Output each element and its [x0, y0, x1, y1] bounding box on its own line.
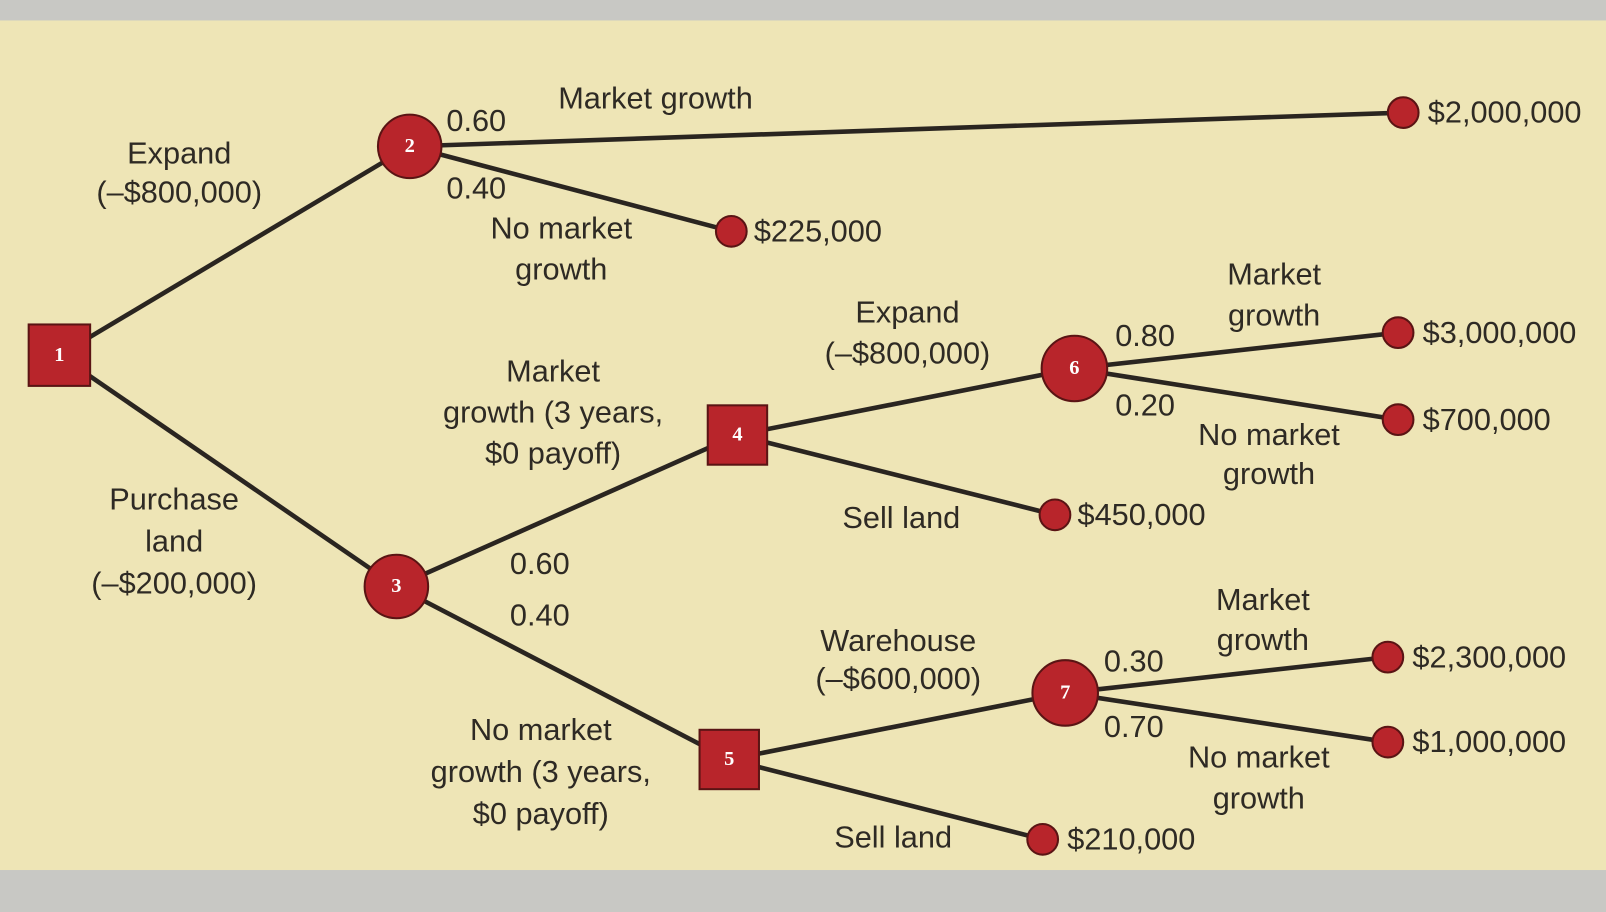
branch [409, 110, 1404, 149]
branch-label: Market [506, 354, 600, 389]
branch-label: Sell land [842, 500, 960, 535]
payoff: $210,000 [1067, 821, 1195, 856]
branch [58, 144, 411, 358]
branch-label: growth [1217, 622, 1309, 657]
branch [728, 757, 1044, 842]
payoff: $2,000,000 [1428, 95, 1582, 130]
branch-label: growth [1223, 456, 1315, 491]
branch-label: (–$800,000) [96, 175, 262, 210]
branch [395, 432, 739, 589]
terminal-node [1371, 725, 1405, 759]
probability: 0.70 [1104, 709, 1164, 744]
branch [736, 432, 1056, 518]
branch-label: growth (3 years, [443, 395, 663, 430]
decision-node [27, 323, 92, 387]
chance-node [363, 553, 430, 620]
probability: 0.30 [1104, 643, 1164, 678]
branch-label: growth [1228, 297, 1320, 332]
branch [1064, 690, 1389, 745]
branch [409, 144, 732, 234]
payoff: $700,000 [1423, 402, 1551, 437]
branch-label: No market [490, 210, 632, 245]
terminal-node [1038, 498, 1072, 532]
branch [395, 584, 731, 762]
branch-label: Market [1216, 582, 1310, 617]
paper [0, 20, 1606, 871]
terminal-node [1386, 96, 1420, 129]
payoff: $225,000 [754, 213, 882, 248]
chance-node [376, 113, 443, 180]
branch-label: Market growth [558, 80, 753, 115]
branch [737, 366, 1075, 438]
branch-label: Purchase [109, 482, 239, 517]
node-label: 7 [1060, 682, 1070, 704]
chance-node [1040, 334, 1109, 403]
branch-label: (–$600,000) [815, 661, 981, 696]
payoff: $1,000,000 [1412, 724, 1566, 759]
branch [1074, 366, 1399, 422]
payoff: $450,000 [1077, 497, 1205, 532]
branch-label: Sell land [834, 819, 952, 854]
branch-label: Expand [127, 136, 231, 171]
probability: 0.20 [1115, 387, 1175, 422]
node-label: 6 [1069, 357, 1079, 379]
probability: 0.60 [446, 103, 506, 138]
node-label: 3 [391, 575, 401, 597]
branch-label: growth [1213, 781, 1305, 816]
branch-label: No market [470, 712, 612, 747]
branch-label: (–$800,000) [825, 335, 991, 370]
nodes [27, 113, 1109, 791]
terminal-node [714, 214, 748, 248]
branch-label: land [145, 524, 203, 559]
terminals [714, 96, 1420, 856]
probability: 0.40 [446, 170, 506, 205]
branch [728, 690, 1066, 762]
terminal-node [1371, 640, 1405, 674]
branch-label: Market [1227, 256, 1321, 291]
branch-label: $0 payoff) [473, 796, 609, 831]
payoff: $3,000,000 [1423, 315, 1577, 350]
branch [1064, 654, 1389, 696]
node-label: 2 [405, 135, 415, 157]
branch-label: $0 payoff) [485, 436, 621, 471]
branch [1074, 330, 1399, 371]
probability: 0.80 [1115, 318, 1175, 353]
decision-node [706, 404, 769, 466]
branch-label: No market [1188, 740, 1330, 775]
payoff: $2,300,000 [1412, 639, 1566, 674]
branch-label: growth (3 years, [431, 754, 651, 789]
probability: 0.60 [510, 546, 570, 581]
node-label: 4 [732, 424, 742, 446]
branch-label: Expand [855, 294, 959, 329]
branches [58, 110, 1404, 842]
terminal-node [1381, 316, 1415, 350]
node-label: 5 [724, 748, 734, 770]
terminal-node [1381, 403, 1415, 437]
terminal-node [1026, 822, 1060, 856]
node-label: 1 [54, 344, 64, 366]
branch-label: growth [515, 251, 607, 286]
branch-label: No market [1198, 417, 1340, 452]
decision-node [698, 728, 760, 791]
probability: 0.40 [510, 597, 570, 632]
branch [58, 353, 398, 589]
branch-label: Warehouse [820, 623, 976, 658]
chance-node [1031, 659, 1100, 727]
branch-label: (–$200,000) [91, 566, 257, 601]
